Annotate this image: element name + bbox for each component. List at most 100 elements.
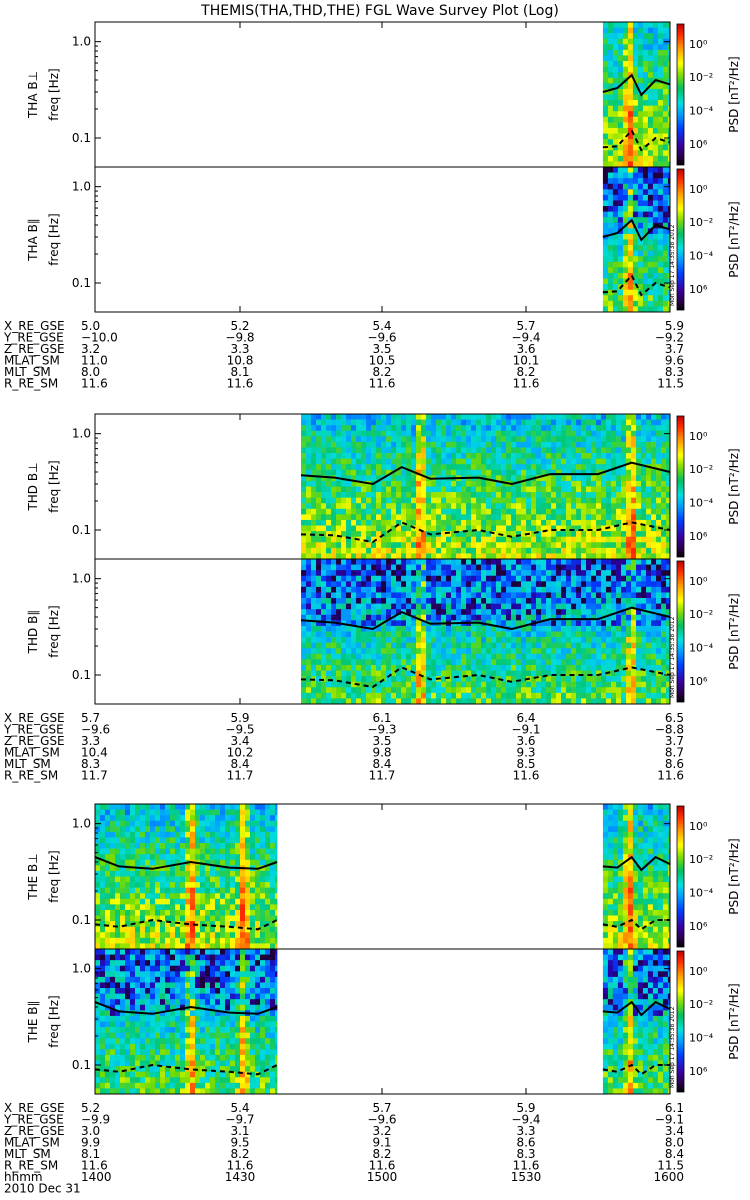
time-tick-label: 1600 [653, 1170, 684, 1184]
series-line-lower [94, 918, 278, 931]
ephemeris-value: 8.6 [516, 1136, 535, 1150]
y-tick-label: 1.0 [72, 572, 91, 586]
panel-ylabel: THD B∥ [26, 610, 40, 655]
colorbar-tick-label: 10⁰ [689, 820, 708, 833]
ephemeris-row-name: R_RE_SM [4, 769, 58, 783]
ephemeris-row-name: MLAT_SM [4, 746, 60, 760]
ephemeris-value: 8.2 [516, 365, 535, 379]
ephemeris-value: 11.6 [513, 1159, 540, 1173]
ephemeris-row-name: MLAT_SM [4, 354, 60, 368]
series-line-lower [300, 521, 671, 544]
ephemeris-value: 10.2 [227, 746, 254, 760]
colorbar-tick-label: 10⁶ [689, 1065, 708, 1078]
spectrogram-cells [602, 949, 671, 1095]
colorbar-label: PSD [nT²/Hz] [727, 838, 741, 914]
ephemeris-value: 5.9 [665, 319, 684, 333]
freq-axis-label: freq [Hz] [47, 460, 61, 512]
ephemeris-row-name: X_RE_GSE [4, 711, 65, 725]
ephemeris-value: −9.4 [511, 1113, 540, 1127]
ephemeris-row-name: X_RE_GSE [4, 1101, 65, 1115]
ephemeris-value: 3.7 [665, 734, 684, 748]
ephemeris-value: 9.5 [230, 1136, 249, 1150]
ephemeris-value: −9.9 [81, 1113, 110, 1127]
timestamp-stamp: Mon Sep 17 14:35:38 2012 [669, 616, 676, 698]
colorbar: 10⁶ 10⁻⁴ 10⁻² 10⁰ PSD [nT²/Hz] [676, 950, 741, 1093]
ephemeris-table-tha: X_RE_GSE 5.0 5.2 5.4 5.7 5.9 Y_RE_GSE −10.0 −9.8… [3, 319, 684, 391]
time-axis-label: hhmm [4, 1170, 43, 1184]
ephemeris-value: 10.1 [513, 354, 540, 368]
panel-frame [94, 166, 671, 313]
ephemeris-value: 8.4 [372, 757, 391, 771]
colorbar-tick-label: 10⁻⁴ [689, 1031, 714, 1044]
ephemeris-value: 11.6 [369, 377, 396, 391]
colorbar-label: PSD [nT²/Hz] [727, 448, 741, 524]
ephemeris-value: 8.0 [81, 365, 100, 379]
spectrogram-cells [301, 414, 671, 560]
ephemeris-value: 5.2 [230, 319, 249, 333]
ephemeris-value: −9.2 [655, 331, 684, 345]
colorbar: 10⁶ 10⁻⁴ 10⁻² 10⁰ PSD [nT²/Hz] [676, 23, 741, 166]
ephemeris-value: 11.6 [513, 769, 540, 783]
ephemeris-row-name: MLAT_SM [4, 1136, 60, 1150]
colorbar-tick-label: 10⁰ [689, 430, 708, 443]
ephemeris-value: −9.7 [225, 1113, 254, 1127]
ephemeris-row-name: Y_RE_GSE [3, 331, 64, 345]
series-line-upper [602, 73, 671, 97]
ephemeris-value: 11.7 [369, 769, 396, 783]
colorbar-gradient [676, 168, 685, 311]
ephemeris-value: 8.1 [230, 365, 249, 379]
colorbar-gradient [676, 950, 685, 1093]
ephemeris-value: 3.2 [81, 342, 100, 356]
ephemeris-value: 6.5 [665, 711, 684, 725]
colorbar-tick-label: 10⁻² [689, 71, 713, 84]
timestamp-stamp: Mon Sep 17 14:35:38 2012 [669, 224, 676, 306]
ephemeris-value: −9.5 [225, 723, 254, 737]
colorbar-tick-label: 10⁻² [689, 998, 713, 1011]
ephemeris-value: 8.6 [665, 757, 684, 771]
series-line-lower [94, 1063, 278, 1076]
colorbar-tick-label: 10⁻⁴ [689, 249, 714, 262]
colorbar-tick-label: 10⁰ [689, 965, 708, 978]
y-tick-label: 0.1 [72, 1058, 91, 1072]
ephemeris-value: 5.4 [372, 319, 391, 333]
ephemeris-value: −9.8 [225, 331, 254, 345]
ephemeris-value: −9.1 [511, 723, 540, 737]
spectrogram-panel-thd-perp: 0.1 1.0 THD B⊥ freq [Hz] 10⁶ 10⁻⁴ 10⁻² 10⁰ PSD [… [26, 413, 741, 560]
ephemeris-value: 8.3 [665, 365, 684, 379]
ephemeris-value: 5.4 [230, 1101, 249, 1115]
ephemeris-value: 5.7 [372, 1101, 391, 1115]
spectrogram-cells [602, 22, 671, 168]
time-tick-label: 1430 [225, 1170, 256, 1184]
ephemeris-value: 11.0 [81, 354, 108, 368]
freq-axis-label: freq [Hz] [47, 995, 61, 1047]
colorbar-tick-label: 10⁰ [689, 38, 708, 51]
ephemeris-row-name: Z_RE_GSE [4, 734, 65, 748]
series-line-lower [602, 273, 671, 297]
series-line-upper [602, 218, 671, 242]
colorbar: 10⁶ 10⁻⁴ 10⁻² 10⁰ PSD [nT²/Hz] [676, 168, 741, 311]
spectrogram-cells [602, 167, 671, 313]
time-tick-label: 1500 [367, 1170, 398, 1184]
probe-group-thd: X_RE_GSE 5.7 5.9 6.1 6.4 6.5 Y_RE_GSE −9.6 −9.5 −… [3, 414, 684, 783]
colorbar-gradient [676, 415, 685, 558]
spectrogram-panel-tha-perp: 0.1 1.0 THA B⊥ freq [Hz] 10⁶ 10⁻⁴ 10⁻² 10⁰ PSD [… [26, 21, 741, 168]
ephemeris-value: 11.6 [513, 377, 540, 391]
ephemeris-value: 10.8 [227, 354, 254, 368]
y-tick-label: 1.0 [72, 35, 91, 49]
y-tick-label: 1.0 [72, 180, 91, 194]
colorbar-tick-label: 10⁻² [689, 853, 713, 866]
ephemeris-value: 6.1 [665, 1101, 684, 1115]
colorbar-tick-label: 10⁻² [689, 463, 713, 476]
y-tick-label: 0.1 [72, 523, 91, 537]
colorbar-label: PSD [nT²/Hz] [727, 201, 741, 277]
colorbar-tick-label: 10⁻² [689, 216, 713, 229]
colorbar: 10⁶ 10⁻⁴ 10⁻² 10⁰ PSD [nT²/Hz] [676, 805, 741, 948]
ephemeris-value: 5.7 [81, 711, 100, 725]
series-line-upper [602, 1000, 671, 1017]
freq-axis-label: freq [Hz] [47, 850, 61, 902]
ephemeris-value: −9.6 [367, 1113, 396, 1127]
ephemeris-value: 3.6 [516, 734, 535, 748]
ephemeris-value: −10.0 [81, 331, 118, 345]
panel-frame [94, 558, 671, 705]
